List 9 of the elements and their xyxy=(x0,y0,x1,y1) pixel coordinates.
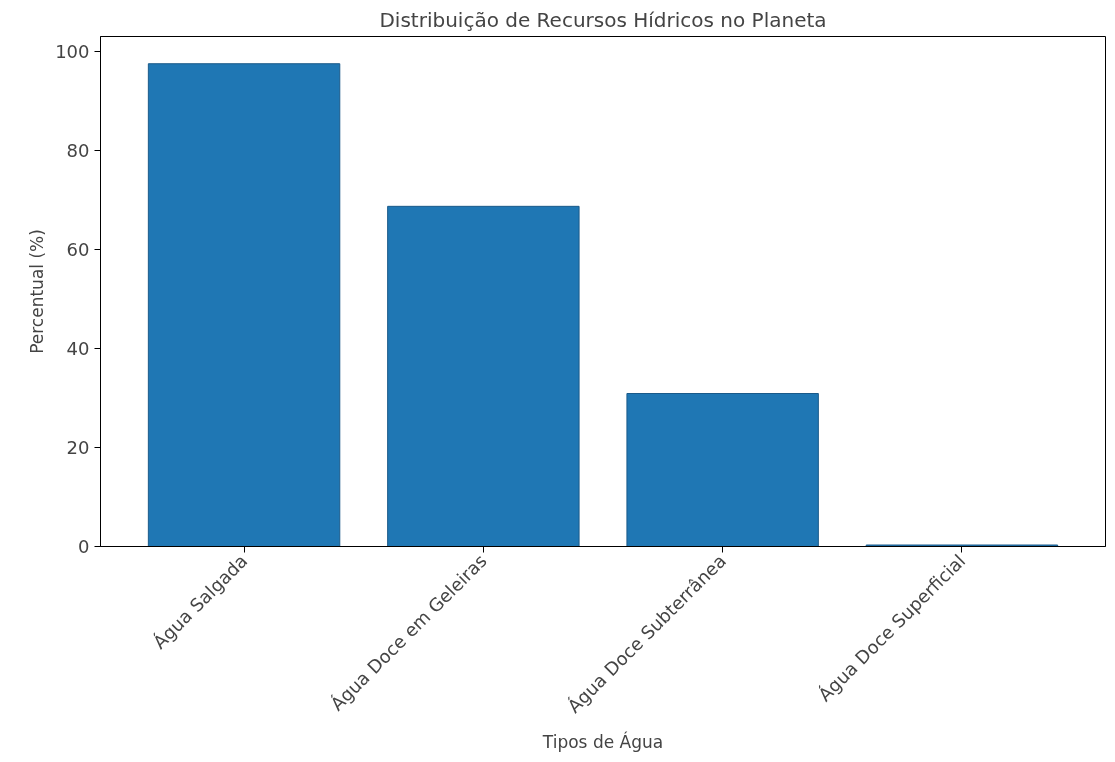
y-tick-label: 80 xyxy=(66,139,90,161)
y-tick-label: 20 xyxy=(66,436,90,458)
x-axis-title: Tipos de Água xyxy=(541,731,664,753)
y-tick-label: 0 xyxy=(78,536,90,557)
y-tick-label: 40 xyxy=(66,337,90,359)
y-tick-label: 100 xyxy=(55,40,90,62)
y-axis-title: Percentual (%) xyxy=(27,229,48,354)
y-tick-label: 60 xyxy=(66,238,90,260)
chart-title: Distribuição de Recursos Hídricos no Planeta xyxy=(379,7,827,32)
